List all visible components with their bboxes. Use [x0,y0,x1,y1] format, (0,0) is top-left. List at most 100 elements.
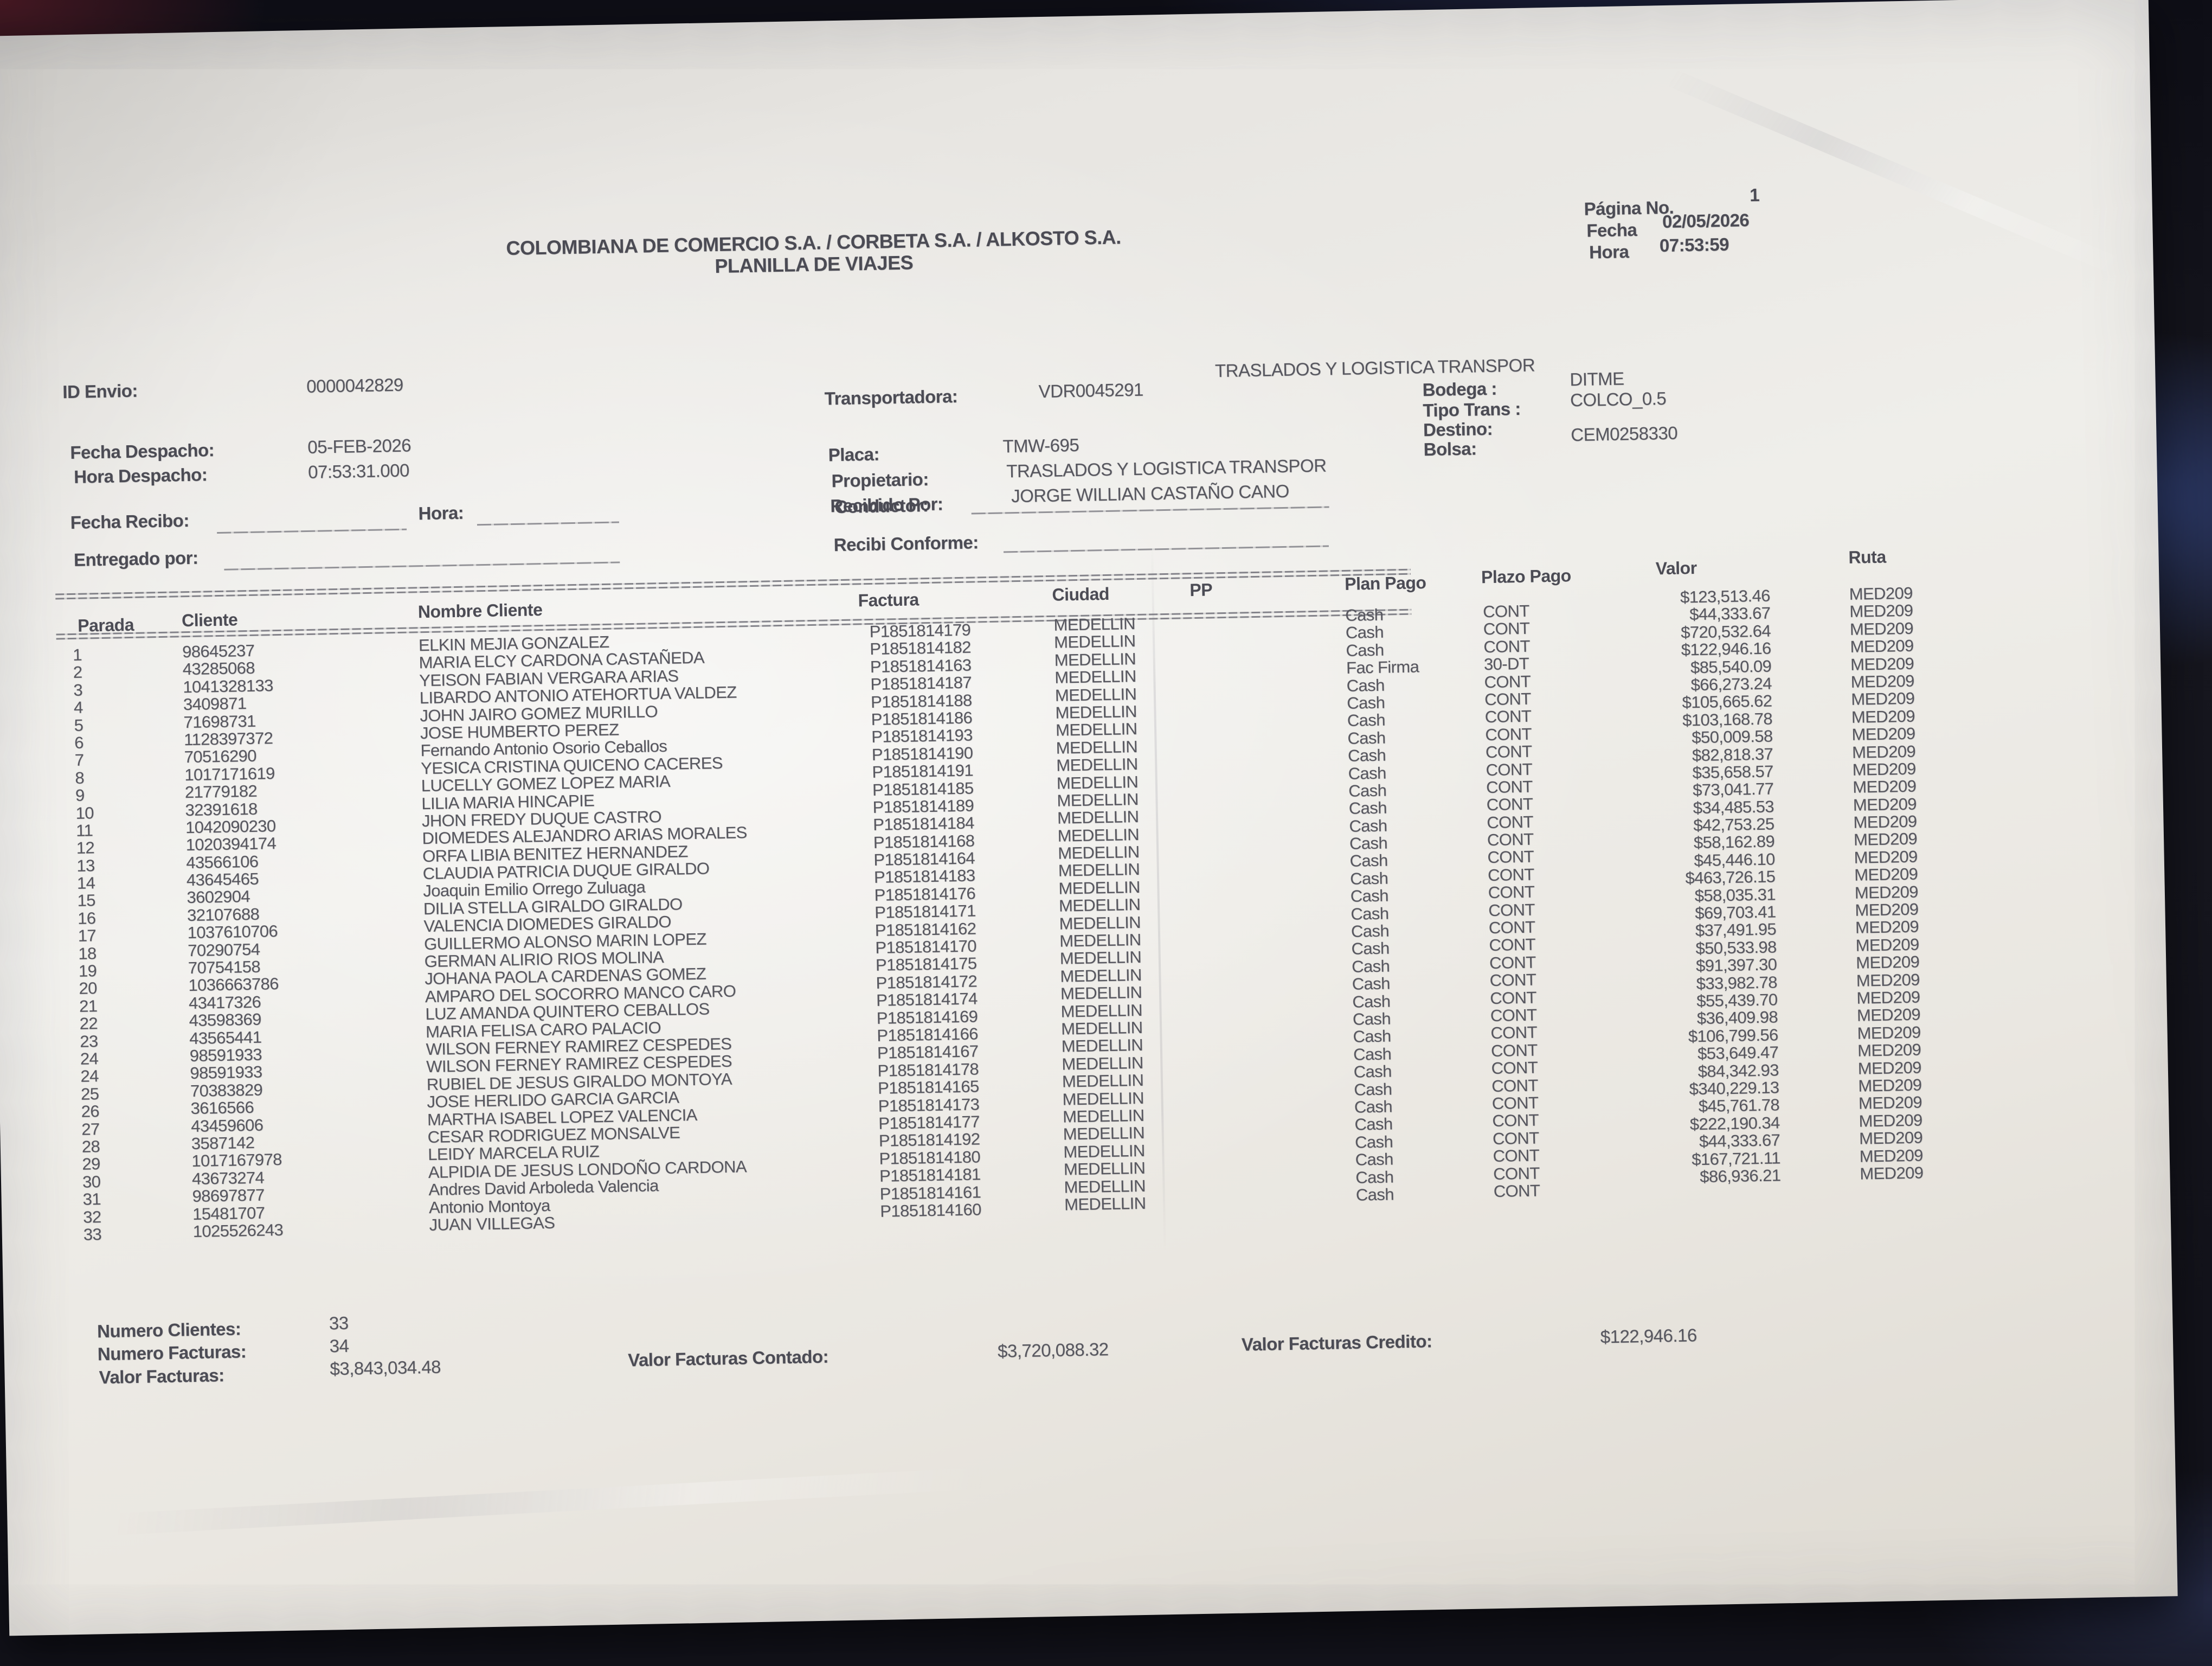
cell-ciudad: MEDELLIN [1060,983,1142,1003]
cell-parada: 18 [78,943,97,963]
cell-ciudad: MEDELLIN [1059,930,1141,951]
cell-plan: Cash [1354,1132,1393,1152]
cell-ruta: MED209 [1857,1058,1922,1078]
destino-label: Destino: [1423,418,1493,440]
cell-ruta: MED209 [1851,706,1915,727]
hora-despacho-value: 07:53:31.000 [307,460,410,482]
cell-plan: Cash [1348,763,1386,783]
valor-facturas-label: Valor Facturas: [99,1365,224,1388]
numero-clientes-value: 33 [329,1312,349,1334]
cell-ciudad: MEDELLIN [1063,1123,1145,1144]
propietario-value: TRASLADOS Y LOGISTICA TRANSPOR [1006,455,1327,482]
cell-ciudad: MEDELLIN [1057,842,1140,863]
cell-parada: 7 [74,750,84,770]
cell-ruta: MED209 [1850,636,1914,657]
cell-plan: Cash [1355,1167,1394,1187]
cell-plan: Cash [1352,991,1391,1011]
cell-plan: Cash [1348,780,1387,800]
valor-facturas-credito-label: Valor Facturas Credito: [1241,1331,1432,1355]
cell-ruta: MED209 [1857,1040,1921,1060]
bodega-value: DITME [1570,368,1624,390]
cell-ciudad: MEDELLIN [1056,754,1138,775]
document-content: COLOMBIANA DE COMERCIO S.A. / CORBETA S.… [0,0,2149,1535]
cell-ciudad: MEDELLIN [1058,877,1140,898]
cell-plan: Fac Firma [1346,657,1419,678]
table-body: 1 2 3 4 5 6 7 8 9 10 11 12 13 14 15 16 17 18 19 20 21 22 23 24 2… [0,0,2149,1244]
cell-plan: Cash [1346,640,1384,660]
print-date-label: Fecha [1586,219,1637,241]
cell-parada: 8 [75,768,85,787]
recibi-conforme-line [1004,545,1329,553]
cell-parada: 24 [80,1049,99,1068]
cell-parada: 17 [78,926,97,946]
cell-parada: 26 [81,1101,100,1121]
cell-plan: Cash [1352,1009,1391,1029]
cell-ciudad: MEDELLIN [1054,684,1137,705]
cell-ciudad: MEDELLIN [1063,1158,1146,1179]
bolsa-label: Bolsa: [1423,438,1477,460]
cell-parada: 21 [79,996,98,1016]
cell-ruta: MED209 [1849,583,1913,604]
cell-parada: 19 [78,961,97,981]
cell-ruta: MED209 [1858,1092,1922,1113]
cell-plan: Cash [1351,938,1390,959]
paper-crease-diagonal [1668,69,2125,277]
cell-ciudad: MEDELLIN [1055,719,1137,740]
id-envio-label: ID Envio: [62,380,138,402]
transportadora-label: Transportadora: [824,386,958,409]
column-header-cliente: Cliente [181,610,238,631]
cell-plan: Cash [1353,1026,1391,1047]
transportadora-codigo: VDR0045291 [1038,379,1144,402]
cell-plan: Cash [1355,1149,1393,1169]
cell-ciudad: MEDELLIN [1056,772,1139,793]
cell-ruta: MED209 [1856,987,1920,1008]
column-parada: 1 2 3 4 5 6 7 8 9 10 11 12 13 14 15 16 17 18 19 20 21 22 23 24 2… [73,645,154,1244]
column-nombre: ELKIN MEJIA GONZALEZ MARIA ELCY CARDONA C… [419,629,879,1234]
cell-parada: 31 [82,1189,101,1209]
cell-parada: 11 [75,821,93,840]
cell-plan: Cash [1353,1079,1392,1099]
cell-ruta: MED209 [1849,601,1913,621]
cell-ruta: MED209 [1853,811,1917,832]
propietario-label: Propietario: [831,469,929,491]
cell-parada: 4 [73,697,83,717]
column-header-plazo: Plazo Pago [1481,566,1572,587]
print-date-value: 02/05/2026 [1662,210,1750,232]
recibi-conforme-label: Recibi Conforme: [833,532,979,555]
cell-plan: Cash [1353,1061,1392,1081]
table-header-row: Parada Cliente Nombre Cliente Factura Ciudad… [0,0,2149,636]
cell-ciudad: MEDELLIN [1060,1000,1143,1021]
column-header-plan: Plan Pago [1344,573,1426,594]
cell-ciudad: MEDELLIN [1053,614,1136,635]
cell-ruta: MED209 [1858,1075,1922,1095]
cell-plan: Cash [1351,956,1390,976]
cell-valor: $86,936.21 [1699,1165,1781,1187]
tipo-trans-label: Tipo Trans : [1423,398,1521,421]
column-header-factura: Factura [858,589,919,611]
cell-cliente: 1025526243 [192,1220,284,1241]
hora-despacho-label: Hora Despacho: [73,464,208,487]
column-cliente: 98645237 43285068 1041328133 3409871 7169873… [182,640,361,1241]
cell-plan: Cash [1352,973,1391,994]
recibido-por-line [971,506,1329,515]
placa-value: TMW-695 [1002,434,1079,457]
cell-plan: Cash [1345,605,1384,625]
cell-ciudad: MEDELLIN [1063,1140,1145,1162]
cell-ruta: MED209 [1859,1145,1924,1166]
cell-ciudad: MEDELLIN [1056,736,1138,758]
cell-parada: 6 [74,733,84,752]
column-header-parada: Parada [77,614,134,636]
cell-plan: Cash [1345,623,1384,643]
valor-facturas-contado-value: $3,720,088.32 [997,1339,1109,1361]
entregado-por-label: Entregado por: [73,547,198,570]
cell-ruta: MED209 [1855,917,1919,938]
cell-ciudad: MEDELLIN [1062,1105,1144,1126]
cell-plan: Cash [1354,1097,1393,1117]
fecha-despacho-value: 05-FEB-2026 [307,435,411,457]
numero-facturas-value: 34 [329,1335,349,1356]
cell-ruta: MED209 [1851,741,1916,762]
cell-ciudad: MEDELLIN [1058,895,1141,915]
cell-parada: 23 [79,1031,98,1051]
cell-ruta: MED209 [1854,847,1918,867]
cell-ruta: MED209 [1854,882,1919,902]
